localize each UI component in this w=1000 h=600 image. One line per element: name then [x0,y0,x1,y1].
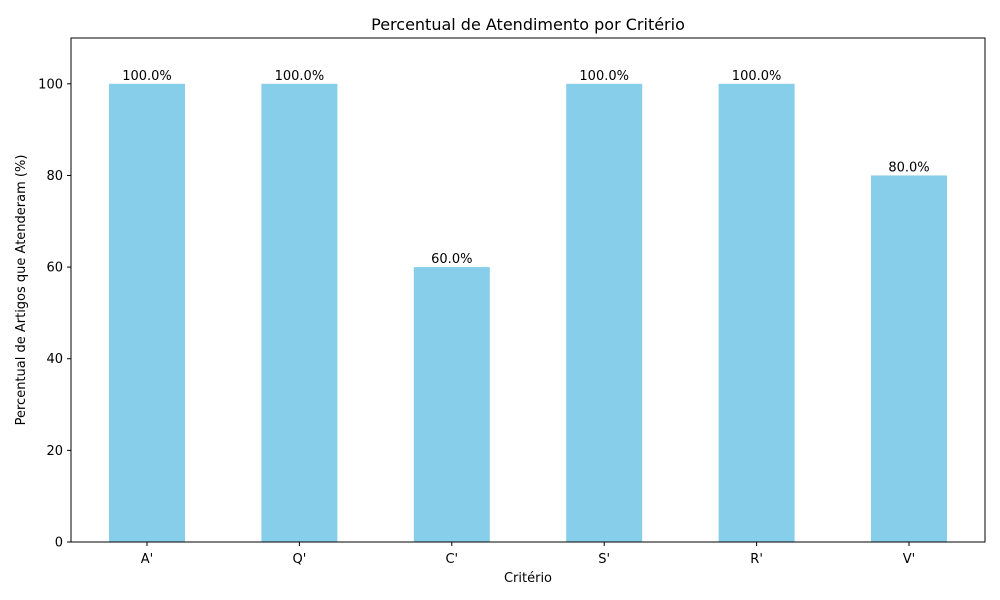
data-label-5: 100.0% [732,69,782,84]
y-tick-label-80: 80 [46,169,63,184]
y-tick-label-0: 0 [55,536,63,551]
y-tick-label-100: 100 [38,77,63,92]
plot-frame [70,37,986,543]
data-label-1: 100.0% [122,69,172,84]
x-axis-label: Critério [504,571,552,586]
bars-group [109,83,947,543]
data-label-3: 60.0% [431,252,472,267]
y-tick-label-60: 60 [46,261,63,276]
x-axis-ticks: A' Q' C' S' R' V' [141,542,915,567]
x-tick-label-1: A' [141,552,153,567]
y-tick-label-40: 40 [46,352,63,367]
data-label-4: 100.0% [579,69,629,84]
data-label-2: 100.0% [275,69,325,84]
bar-3 [413,267,490,542]
bar-5 [718,83,795,543]
bar-1 [109,83,185,543]
bar-2 [261,83,338,543]
x-tick-label-5: R' [750,552,763,567]
x-tick-label-2: Q' [292,552,306,567]
data-label-6: 80.0% [888,160,929,175]
x-tick-label-4: S' [598,552,610,567]
y-axis-ticks: 0 20 40 60 80 100 [38,77,71,551]
x-tick-label-6: V' [903,552,915,567]
chart-title: Percentual de Atendimento por Critério [371,15,685,34]
x-tick-label-3: C' [445,552,458,567]
y-axis-label: Percentual de Artigos que Atenderam (%) [14,155,29,426]
y-tick-label-20: 20 [46,444,63,459]
bar-4 [566,83,643,543]
bar-6 [871,175,947,543]
data-labels-group: 100.0% 100.0% 60.0% 100.0% 100.0% 80.0% [122,69,929,267]
